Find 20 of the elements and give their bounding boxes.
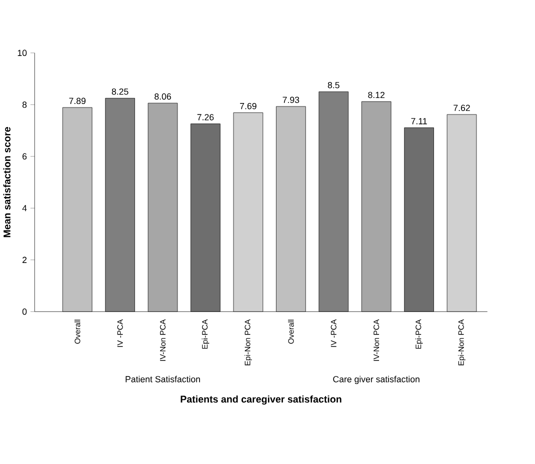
data-label: 7.89: [69, 98, 86, 104]
data-label: 8.12: [368, 92, 384, 98]
data-label: 8.25: [112, 88, 128, 95]
data-label: 7.11: [411, 118, 427, 124]
x-axis-title: Patients and caregiver satisfaction: [180, 396, 342, 405]
y-tick-label: 0: [22, 308, 27, 315]
y-tick-label: 4: [22, 205, 27, 212]
text: Patient Satisfaction: [126, 376, 200, 383]
y-tick-label: 2: [22, 257, 27, 264]
y-axis-title: Mean satisfaction score: [3, 127, 10, 238]
text: Care giver satisfaction: [333, 376, 420, 384]
data-label: 7.69: [240, 103, 256, 110]
y-tick-label: 6: [22, 154, 27, 160]
data-label: 7.26: [197, 114, 214, 121]
y-tick-label: 10: [18, 50, 27, 56]
y-tick-label: 8: [22, 102, 27, 108]
data-label: 8.5: [328, 82, 340, 88]
data-label: 7.62: [454, 105, 470, 112]
data-label: 8.06: [154, 94, 171, 100]
data-label: 7.93: [282, 96, 300, 104]
